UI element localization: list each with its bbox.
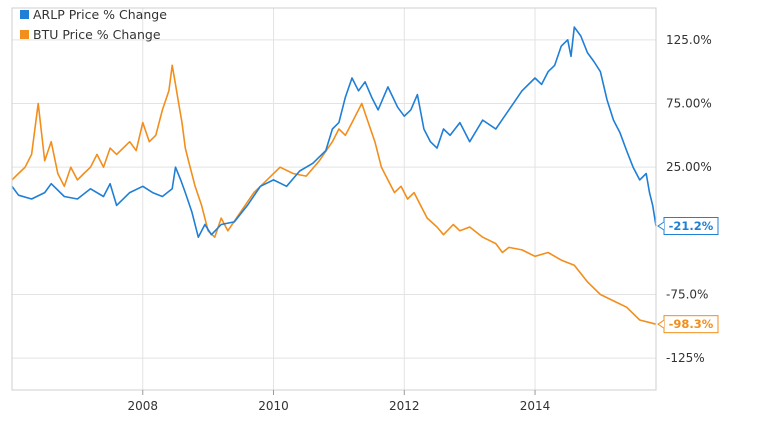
end-label-text-0: -21.2% [669,219,714,233]
x-tick-label-3: 2014 [520,399,551,413]
series-line-1 [11,64,657,325]
x-tick-label-2: 2012 [389,399,420,413]
legend: ARLP Price % Change BTU Price % Change [20,7,167,42]
legend-label-0: ARLP Price % Change [33,7,167,22]
y-tick-label-0: 125.0% [666,33,712,47]
y-tick-label-3: -75.0% [666,288,708,302]
y-tick-label-1: 75.00% [666,97,712,111]
end-label-text-1: -98.3% [669,317,714,331]
legend-swatch-1 [20,30,29,39]
y-tick-label-4: -125% [666,351,705,365]
end-label-pointer-1 [657,319,665,329]
grid [12,8,656,390]
x-tick-label-0: 2008 [127,399,158,413]
series-line-0 [11,26,657,238]
y-tick-label-2: 25.00% [666,160,712,174]
end-labels: -21.2% -98.3% [657,216,719,334]
x-axis-ticks: 2008 2010 2012 2014 [127,390,550,413]
y-axis-ticks: 125.0% 75.00% 25.00% -75.0% -125% [666,33,712,365]
legend-swatch-0 [20,10,29,19]
x-tick-label-1: 2010 [258,399,289,413]
plot-frame [11,7,657,391]
series-lines [11,26,657,325]
end-label-pointer-0 [657,221,665,231]
legend-label-1: BTU Price % Change [33,27,161,42]
